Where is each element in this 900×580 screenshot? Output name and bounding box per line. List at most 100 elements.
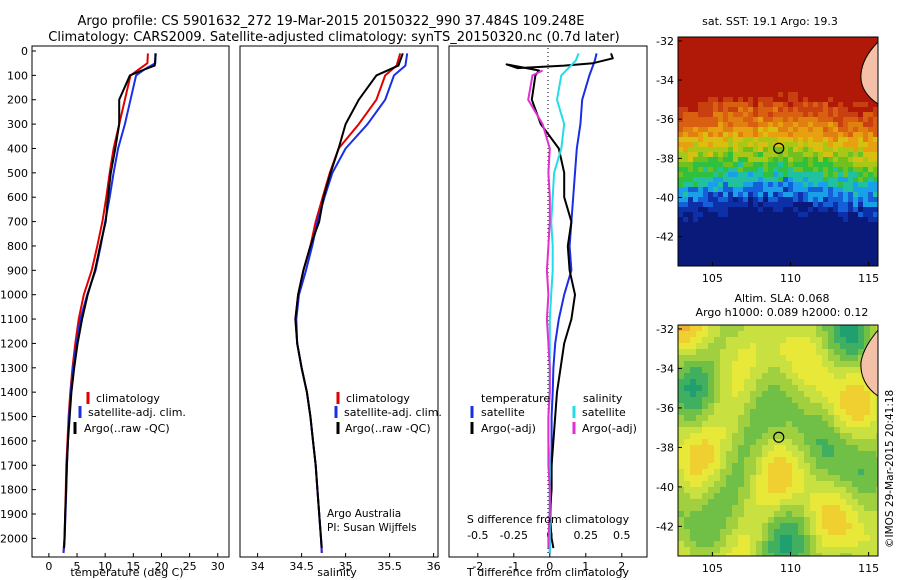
lon-tick-label: 115 xyxy=(858,272,879,285)
sla-cell xyxy=(690,367,696,373)
sst-cell xyxy=(823,132,828,137)
sla-cell xyxy=(744,481,750,487)
sla-cell xyxy=(768,541,774,547)
sla-cell xyxy=(684,349,690,355)
sla-cell xyxy=(786,457,792,463)
sst-cell xyxy=(818,107,823,112)
sst-cell xyxy=(853,242,858,247)
sst-cell xyxy=(678,247,683,252)
sst-cell xyxy=(823,127,828,132)
sst-cell xyxy=(858,147,863,152)
sst-cell xyxy=(823,37,828,42)
sla-cell xyxy=(852,361,858,367)
sla-cell xyxy=(690,445,696,451)
sla-cell xyxy=(708,445,714,451)
sst-cell xyxy=(823,92,828,97)
sst-cell xyxy=(863,97,868,102)
sla-cell xyxy=(714,511,720,517)
sst-cell xyxy=(828,187,833,192)
depth-tick-label: 300 xyxy=(7,118,28,131)
sst-cell xyxy=(703,52,708,57)
sst-cell xyxy=(733,72,738,77)
sla-cell xyxy=(822,433,828,439)
sla-cell xyxy=(798,373,804,379)
sla-cell xyxy=(834,433,840,439)
sst-cell xyxy=(753,162,758,167)
sst-cell xyxy=(738,107,743,112)
sst-cell xyxy=(813,82,818,87)
sla-cell xyxy=(684,481,690,487)
sst-cell xyxy=(793,37,798,42)
sla-cell xyxy=(678,367,684,373)
sst-cell xyxy=(803,137,808,142)
sla-cell xyxy=(840,523,846,529)
sla-cell xyxy=(798,397,804,403)
sla-cell xyxy=(780,397,786,403)
sst-cell xyxy=(863,197,868,202)
sla-cell xyxy=(774,385,780,391)
sst-cell xyxy=(798,102,803,107)
sla-cell xyxy=(696,343,702,349)
legend-climatology: climatology xyxy=(346,392,410,405)
sla-cell xyxy=(714,517,720,523)
sst-cell xyxy=(848,97,853,102)
sst-cell xyxy=(873,157,878,162)
sst-cell xyxy=(828,172,833,177)
sst-cell xyxy=(868,202,873,207)
sst-cell xyxy=(723,62,728,67)
sst-cell xyxy=(873,197,878,202)
sla-cell xyxy=(792,505,798,511)
sla-cell xyxy=(822,499,828,505)
sla-cell xyxy=(834,475,840,481)
sla-cell xyxy=(762,325,768,331)
sst-cell xyxy=(713,182,718,187)
sst-cell xyxy=(873,222,878,227)
sst-cell xyxy=(813,97,818,102)
sla-cell xyxy=(846,451,852,457)
sla-cell xyxy=(684,379,690,385)
sla-cell xyxy=(702,421,708,427)
sst-cell xyxy=(743,77,748,82)
sst-cell xyxy=(693,147,698,152)
sla-cell xyxy=(798,385,804,391)
sst-cell xyxy=(703,192,708,197)
sst-cell xyxy=(688,102,693,107)
sla-cell xyxy=(792,343,798,349)
sst-cell xyxy=(828,67,833,72)
sst-cell xyxy=(703,197,708,202)
sla-cell xyxy=(828,517,834,523)
sst-cell xyxy=(753,182,758,187)
sst-cell xyxy=(678,102,683,107)
sla-cell xyxy=(804,391,810,397)
sla-cell xyxy=(774,475,780,481)
sst-cell xyxy=(738,137,743,142)
sla-cell xyxy=(810,391,816,397)
sla-cell xyxy=(876,553,878,556)
sst-cell xyxy=(683,112,688,117)
sst-cell xyxy=(793,157,798,162)
sst-cell xyxy=(723,152,728,157)
sst-cell xyxy=(688,92,693,97)
sst-cell xyxy=(788,227,793,232)
sla-cell xyxy=(798,343,804,349)
sst-cell xyxy=(778,172,783,177)
sst-cell xyxy=(728,127,733,132)
sla-cell xyxy=(678,403,684,409)
sst-cell xyxy=(838,262,843,266)
sst-cell xyxy=(808,62,813,67)
sla-cell xyxy=(726,511,732,517)
sst-cell xyxy=(858,227,863,232)
sst-cell xyxy=(753,62,758,67)
sst-cell xyxy=(693,52,698,57)
sst-cell xyxy=(738,172,743,177)
sst-cell xyxy=(828,52,833,57)
sst-cell xyxy=(788,252,793,257)
sst-cell xyxy=(863,117,868,122)
sla-cell xyxy=(852,481,858,487)
sst-cell xyxy=(813,237,818,242)
sla-cell xyxy=(684,385,690,391)
sla-cell xyxy=(834,469,840,475)
sst-cell xyxy=(683,197,688,202)
sst-cell xyxy=(738,47,743,52)
sst-cell xyxy=(823,202,828,207)
